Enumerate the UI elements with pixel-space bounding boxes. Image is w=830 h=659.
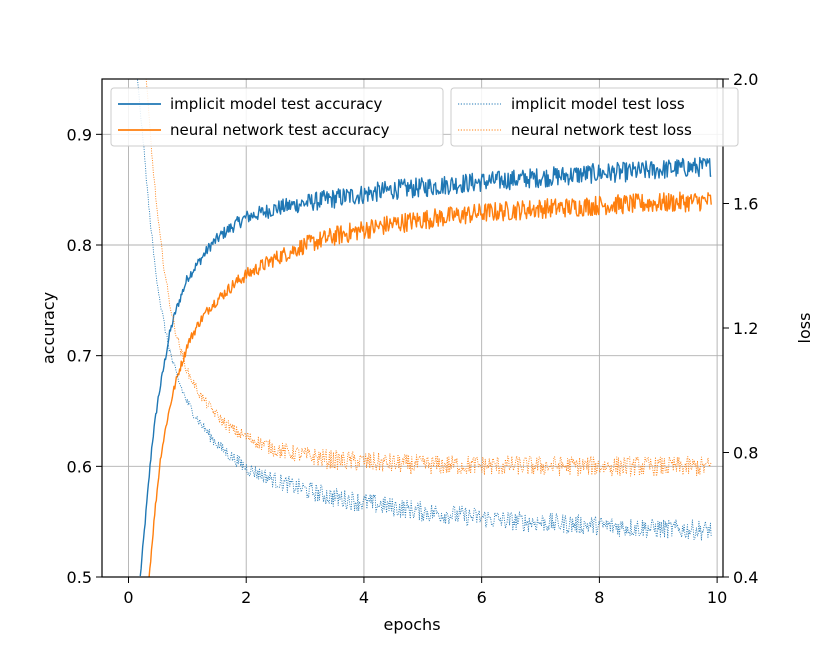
legend-nn-loss-label: neural network test loss	[511, 121, 692, 139]
y-tick-label: 0.8	[67, 236, 92, 255]
ticks-layer: 0 2 4 6 8 10 0.5 0.6 0.7 0.8 0.9 0.4 0.8 1.2 1.6 2.0	[67, 70, 759, 607]
x-tick-label: 6	[477, 588, 487, 607]
series-line-0	[139, 156, 712, 577]
y2-tick-label: 2.0	[733, 70, 758, 89]
legend-nn-accuracy-label: neural network test accuracy	[170, 121, 390, 139]
legend-right-box	[450, 87, 739, 147]
legend-right: implicit model test loss neural network …	[450, 87, 739, 147]
y-tick-label: 0.9	[67, 125, 92, 144]
y-tick-label: 0.6	[67, 457, 92, 476]
series-layer	[137, 79, 712, 577]
legend-left: implicit model test accuracy neural netw…	[110, 87, 444, 147]
x-tick-label: 8	[594, 588, 604, 607]
y2-tick-label: 0.4	[733, 568, 758, 587]
y2-tick-label: 1.6	[733, 195, 758, 214]
x-tick-label: 10	[707, 588, 727, 607]
y2-tick-label: 0.8	[733, 444, 758, 463]
legend-implicit-loss-label: implicit model test loss	[511, 95, 685, 113]
y2-axis-label: loss	[795, 313, 814, 344]
y-tick-label: 0.7	[67, 347, 92, 366]
legend-left-box	[110, 87, 444, 147]
y-axis-label: accuracy	[39, 292, 58, 364]
y2-tick-label: 1.2	[733, 319, 758, 338]
series-line-3	[145, 79, 712, 477]
x-tick-label: 0	[123, 588, 133, 607]
series-line-1	[148, 191, 712, 577]
legend-implicit-accuracy-label: implicit model test accuracy	[170, 95, 383, 113]
series-line-2	[137, 79, 712, 541]
x-tick-label: 2	[241, 588, 251, 607]
y-tick-label: 0.5	[67, 568, 92, 587]
x-axis-label: epochs	[383, 615, 440, 634]
x-tick-label: 4	[359, 588, 369, 607]
